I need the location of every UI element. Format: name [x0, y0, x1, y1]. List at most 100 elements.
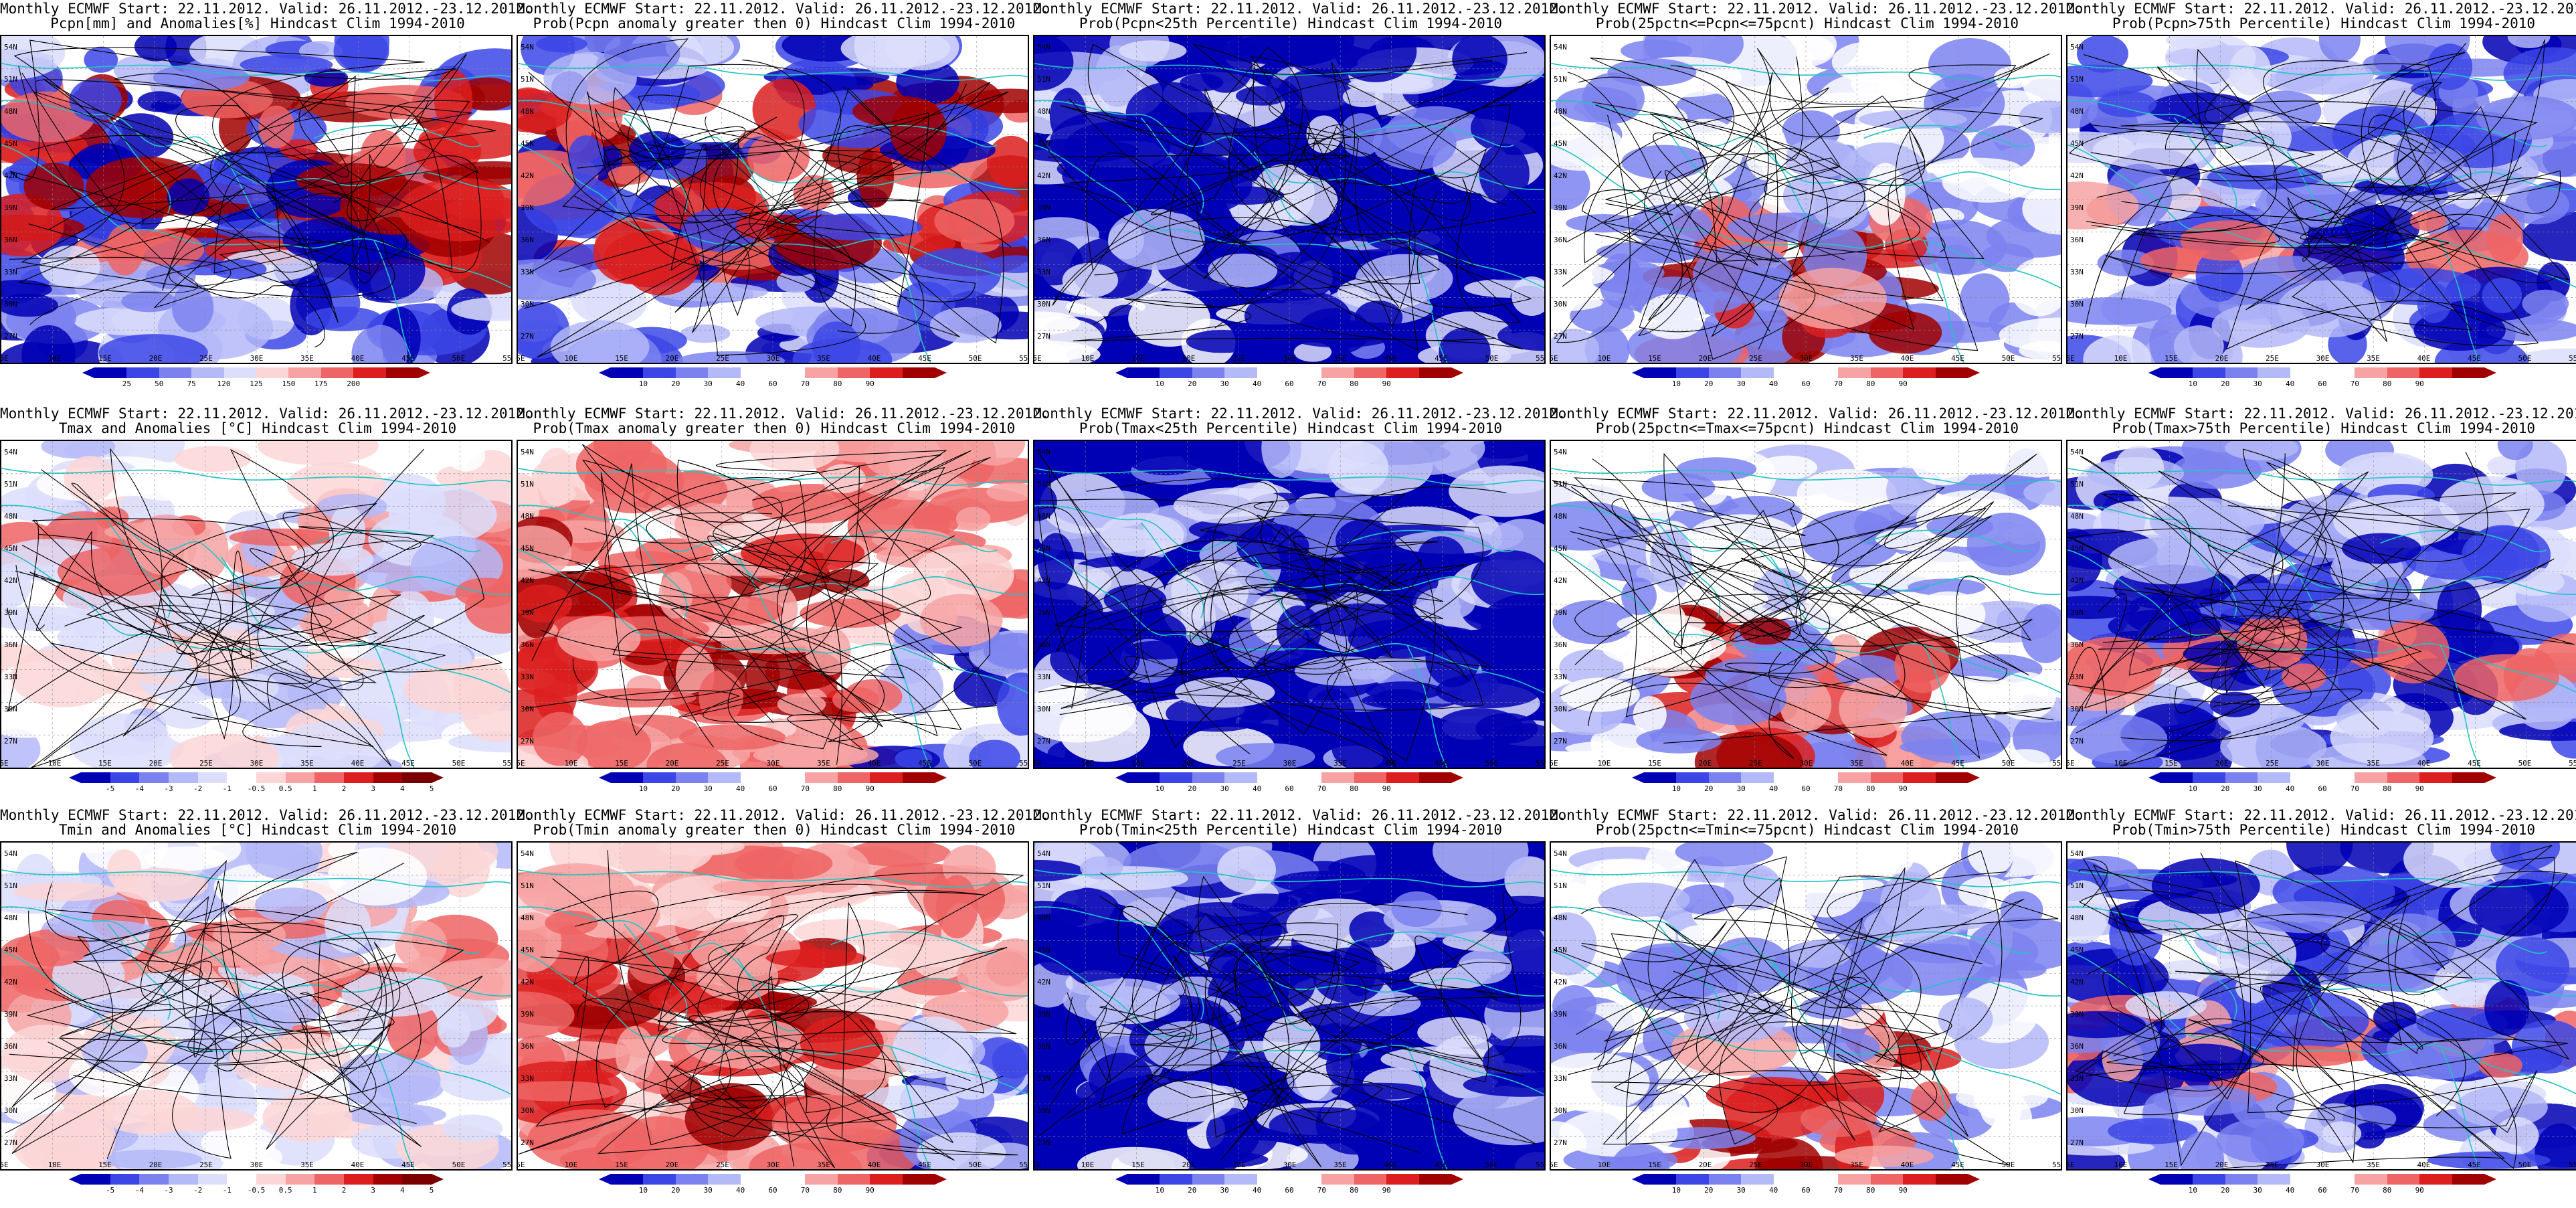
- colorbar-segment: [1321, 772, 1354, 783]
- field-patch: [1552, 984, 1597, 1027]
- coastline: [1770, 556, 1831, 630]
- colorbar: [69, 772, 444, 783]
- field-patch: [442, 1114, 503, 1142]
- longitude-label: 35E: [1850, 1160, 1863, 1169]
- field-patch: [713, 879, 826, 896]
- field-patch: [1435, 673, 1542, 709]
- longitude-label: 15E: [98, 759, 112, 768]
- latitude-label: 42N: [2070, 171, 2084, 180]
- field-patch: [121, 462, 214, 501]
- colorbar-tick-label: 90: [1898, 784, 1908, 793]
- colorbar-tick-label: 20: [671, 379, 680, 388]
- longitude-label: 40E: [867, 354, 881, 363]
- field-patch: [1689, 671, 1787, 725]
- longitude-label: 20E: [149, 354, 163, 363]
- coastline: [1406, 1046, 1448, 1169]
- longitude-label: 35E: [1850, 759, 1863, 768]
- coastline: [518, 950, 1028, 1095]
- field-patch: [1636, 727, 1722, 754]
- latitude-label: 33N: [2070, 1074, 2084, 1083]
- contour-line: [1559, 501, 1994, 759]
- colorbar: [2148, 1174, 2497, 1185]
- panel-title: Monthly ECMWF Start: 22.11.2012. Valid: …: [1550, 406, 2083, 422]
- contour-line: [553, 890, 886, 1114]
- colorbar-tick-labels: 10 20 30 40 60 70 80 90: [2148, 784, 2496, 794]
- field-patch: [996, 672, 1028, 736]
- longitude-label: 55E: [1536, 1160, 1545, 1169]
- field-patch: [2286, 843, 2353, 875]
- colorbar-tick-label: 90: [2415, 1186, 2424, 1195]
- field-patch: [2173, 325, 2224, 363]
- colorbar-tick-label: 40: [1768, 784, 1778, 793]
- longitude-label: 45E: [1951, 759, 1964, 768]
- colorbar-tick-label: 80: [1350, 1186, 1359, 1195]
- coastline: [1253, 958, 1314, 1031]
- field-patch: [2151, 857, 2260, 914]
- coastline: [2286, 556, 2347, 630]
- longitude-label: 40E: [867, 1160, 881, 1169]
- latitude-label: 51N: [1037, 480, 1050, 489]
- field-patch: [1480, 593, 1544, 654]
- colorbar-segment: [2387, 772, 2420, 783]
- longitude-label: 40E: [351, 1160, 365, 1169]
- panel-title: Monthly ECMWF Start: 22.11.2012. Valid: …: [1550, 807, 2083, 823]
- field-patch: [568, 135, 604, 180]
- latitude-label: 42N: [2070, 576, 2084, 585]
- field-patch: [1380, 337, 1420, 363]
- colorbar-tick-label: 40: [2285, 379, 2295, 388]
- field-patch: [1928, 157, 2021, 177]
- colorbar: [1115, 772, 1464, 783]
- longitude-label: 30E: [1799, 354, 1813, 363]
- coastline: [2067, 549, 2576, 693]
- panel-subtitle: Prob(Tmin<25th Percentile) Hindcast Clim…: [1079, 822, 1503, 838]
- field-patch: [1062, 262, 1119, 298]
- latitude-label: 33N: [521, 1074, 534, 1083]
- field-patch: [747, 133, 810, 182]
- field-patch: [1477, 984, 1544, 1013]
- field-patch: [934, 199, 1015, 244]
- latitude-label: 51N: [1554, 75, 1567, 84]
- field-patch: [1034, 36, 1074, 91]
- longitude-label: 5E: [1550, 354, 1558, 363]
- field-patch: [1641, 472, 1716, 503]
- latitude-label: 54N: [2070, 849, 2084, 858]
- panel-title: Monthly ECMWF Start: 22.11.2012. Valid: …: [517, 406, 1050, 422]
- latitude-label: 51N: [4, 480, 17, 489]
- field-patch: [2247, 901, 2371, 934]
- longitude-label: 35E: [817, 354, 830, 363]
- field-patch: [2363, 54, 2402, 76]
- map-field-svg: [2067, 36, 2576, 363]
- map-panel-5: Monthly ECMWF Start: 22.11.2012. Valid: …: [2066, 0, 2576, 402]
- latitude-label: 36N: [4, 1042, 17, 1051]
- longitude-label: 30E: [250, 759, 264, 768]
- contour-line: [1059, 493, 1484, 715]
- field-patch: [1801, 510, 1902, 569]
- field-patch: [2022, 183, 2061, 235]
- field-patch: [1273, 947, 1317, 1007]
- colorbar-segment: [1127, 1174, 1160, 1185]
- latitude-label: 39N: [1037, 608, 1050, 617]
- map-panel-15: Monthly ECMWF Start: 22.11.2012. Valid: …: [2066, 806, 2576, 1208]
- map-field-svg: [1551, 441, 2061, 768]
- colorbar-tick-label: 90: [1382, 1186, 1391, 1195]
- field-patch: [1621, 578, 1657, 616]
- latitude-label: 48N: [4, 107, 17, 116]
- longitude-label: 40E: [1900, 759, 1914, 768]
- field-patch: [945, 1063, 998, 1100]
- field-patch: [2456, 1086, 2548, 1128]
- colorbar-segment: [1676, 367, 1709, 378]
- colorbar-segment: [1870, 367, 1904, 378]
- coastline: [1, 467, 511, 486]
- field-patch: [1355, 254, 1453, 303]
- contour-line: [2070, 607, 2422, 767]
- map-panel-8: Monthly ECMWF Start: 22.11.2012. Valid: …: [1033, 405, 1566, 806]
- forecast-map: 54N 51N 48N 45N 42N 39N 36N 33N 30N 27N 5E 10E 15E 20…: [1550, 35, 2062, 364]
- field-patch: [1707, 937, 1790, 994]
- colorbar-left-arrow: [599, 1174, 611, 1185]
- colorbar-tick-labels: 10 20 30 40 60 70 80 90: [1632, 379, 1980, 389]
- panel-title: Monthly ECMWF Start: 22.11.2012. Valid: …: [2066, 1, 2576, 17]
- contour-line: [1038, 974, 1516, 1137]
- colorbar-left-arrow: [2148, 367, 2160, 378]
- colorbar-tick-labels: 10 20 30 40 60 70 80 90: [1115, 1186, 1463, 1195]
- longitude-label: 55E: [2569, 759, 2576, 768]
